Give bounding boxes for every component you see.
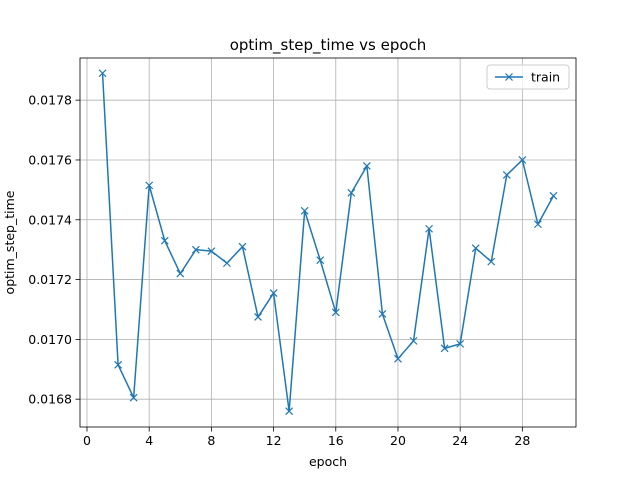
data-point <box>440 344 449 353</box>
y-tick-label: 0.0172 <box>28 272 72 287</box>
x-axis: 0 4 8 12 16 20 24 28 <box>83 427 530 448</box>
data-point <box>409 336 418 345</box>
data-point <box>238 242 247 251</box>
data-point <box>487 257 496 266</box>
data-point <box>362 162 371 170</box>
data-point <box>425 224 433 233</box>
chart-title: optim_step_time vs epoch <box>230 36 427 55</box>
data-point <box>471 244 480 253</box>
data-point <box>269 289 278 297</box>
y-axis-label: optim_step_time <box>2 190 17 294</box>
y-tick-label: 0.0174 <box>28 212 72 227</box>
legend-box <box>486 64 570 90</box>
data-point <box>331 308 340 317</box>
data-point <box>98 69 107 78</box>
x-axis-label: epoch <box>309 454 347 469</box>
data-point <box>518 156 527 164</box>
x-tick-label: 4 <box>145 433 153 448</box>
series-line-train <box>101 73 555 412</box>
data-point <box>160 236 169 245</box>
x-tick-label: 0 <box>83 433 91 448</box>
data-point <box>502 170 511 179</box>
data-point <box>114 360 123 369</box>
data-point <box>176 269 185 278</box>
x-tick-label: 28 <box>514 433 530 448</box>
data-point <box>456 339 465 348</box>
legend: train <box>486 64 570 90</box>
grid <box>80 58 576 427</box>
series-layer <box>98 69 558 416</box>
data-point <box>207 247 216 256</box>
data-point <box>145 181 154 190</box>
data-point <box>254 313 262 321</box>
y-tick-label: 0.0170 <box>28 332 72 347</box>
x-tick-label: 24 <box>452 433 468 448</box>
data-point <box>394 354 402 363</box>
legend-marker <box>505 73 513 81</box>
x-tick-label: 20 <box>390 433 406 448</box>
x-tick-label: 16 <box>328 433 344 448</box>
x-tick-label: 8 <box>207 433 215 448</box>
axes-border <box>79 57 577 428</box>
y-tick-label: 0.0176 <box>28 152 72 167</box>
data-point <box>533 220 542 229</box>
x-tick-label: 12 <box>266 433 282 448</box>
data-point <box>129 393 138 402</box>
data-point <box>191 245 200 254</box>
y-axis: 0.0168 0.0170 0.0172 0.0174 0.0176 0.0178 <box>28 93 80 407</box>
data-point <box>285 407 294 416</box>
y-tick-label: 0.0168 <box>28 392 72 407</box>
data-point <box>223 259 231 268</box>
data-point <box>378 310 387 318</box>
axes-frame <box>79 57 577 428</box>
data-point <box>549 191 558 200</box>
legend-label: train <box>531 70 560 85</box>
data-point <box>316 256 325 265</box>
data-point <box>300 206 309 215</box>
data-point <box>347 188 356 197</box>
y-tick-label: 0.0178 <box>28 93 72 108</box>
